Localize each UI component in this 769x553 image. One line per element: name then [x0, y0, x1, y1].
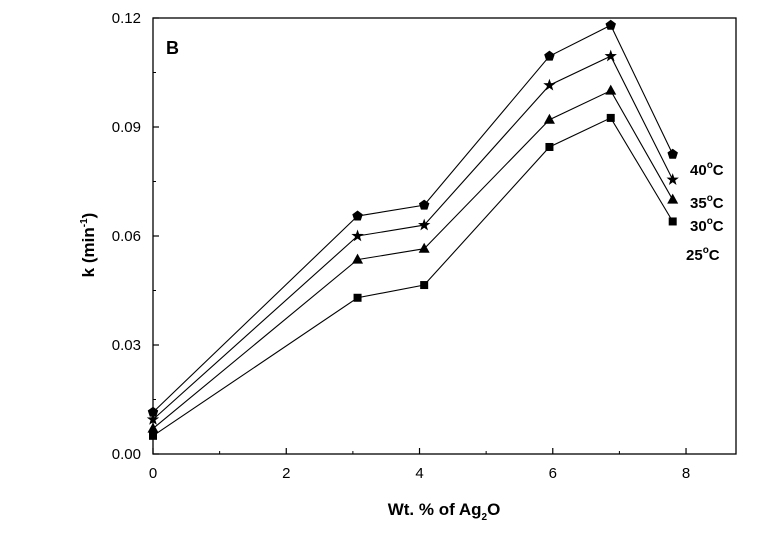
y-tick-label: 0.12: [112, 10, 141, 27]
series-30c-marker: [605, 84, 617, 95]
x-tick-label: 0: [149, 465, 157, 482]
x-axis-title-tail: O: [487, 500, 500, 519]
series-25c-line: [152, 117, 674, 437]
axis-ticks: 0 2 4 6 8 0.00 0.03 0.06 0.09 0.12: [112, 10, 690, 482]
x-tick-label: 4: [415, 465, 423, 482]
x-tick-label: 2: [282, 465, 290, 482]
series-35c-marker: [146, 412, 160, 425]
series-35c-marker: [418, 218, 431, 231]
series-30c-label: 30oC: [690, 216, 724, 235]
series-30c-marker: [352, 253, 364, 264]
x-tick-label: 6: [549, 465, 557, 482]
series-35c-marker: [666, 173, 679, 185]
series-30c-marker: [147, 422, 159, 433]
x-axis-title-subscript: 2: [482, 512, 488, 523]
series-25c-marker: [606, 113, 615, 122]
series-35c-label: 35oC: [690, 193, 724, 212]
series-25c-marker: [353, 293, 362, 302]
series-markers: [146, 19, 679, 440]
panel-label: B: [166, 38, 179, 58]
series-30c-marker: [418, 242, 430, 253]
y-tick-label: 0.00: [112, 446, 141, 463]
x-tick-label: 8: [682, 465, 690, 482]
series-25c-marker: [149, 431, 157, 440]
series-25c-marker: [420, 281, 429, 290]
series-40c-line: [152, 24, 674, 413]
series-40c-marker: [667, 148, 678, 159]
series-25c-label: 25oC: [686, 245, 720, 264]
series-25c-marker: [545, 142, 554, 151]
y-axis-title-main: k (min: [79, 227, 98, 277]
series-35c-marker: [351, 229, 364, 242]
series-40c-marker: [418, 199, 430, 210]
series-lines: [152, 24, 674, 437]
y-axis-title-tail: ): [79, 213, 98, 219]
series-40c-marker: [605, 19, 616, 30]
y-tick-label: 0.03: [112, 337, 141, 354]
series-30c-marker: [667, 193, 679, 204]
series-40c-marker: [544, 50, 555, 61]
y-tick-label: 0.06: [112, 228, 141, 245]
series-labels: 40oC 35oC 30oC 25oC: [686, 160, 724, 264]
x-axis-title: Wt. % of Ag2O: [388, 500, 501, 523]
y-axis-title-superscript: -1: [79, 218, 90, 227]
plot-frame: [152, 17, 737, 455]
series-40c-label: 40oC: [690, 160, 724, 179]
series-35c-line: [152, 55, 674, 420]
series-35c-marker: [543, 78, 556, 91]
series-25c-marker: [668, 217, 677, 226]
y-axis-title: k (min-1): [79, 213, 98, 278]
series-30c-line: [152, 89, 674, 429]
series-40c-marker: [147, 406, 159, 417]
x-axis-title-main: Wt. % of Ag: [388, 500, 482, 519]
y-tick-label: 0.09: [112, 119, 141, 136]
series-40c-marker: [352, 210, 363, 221]
series-30c-marker: [543, 113, 555, 124]
series-35c-marker: [604, 49, 617, 62]
